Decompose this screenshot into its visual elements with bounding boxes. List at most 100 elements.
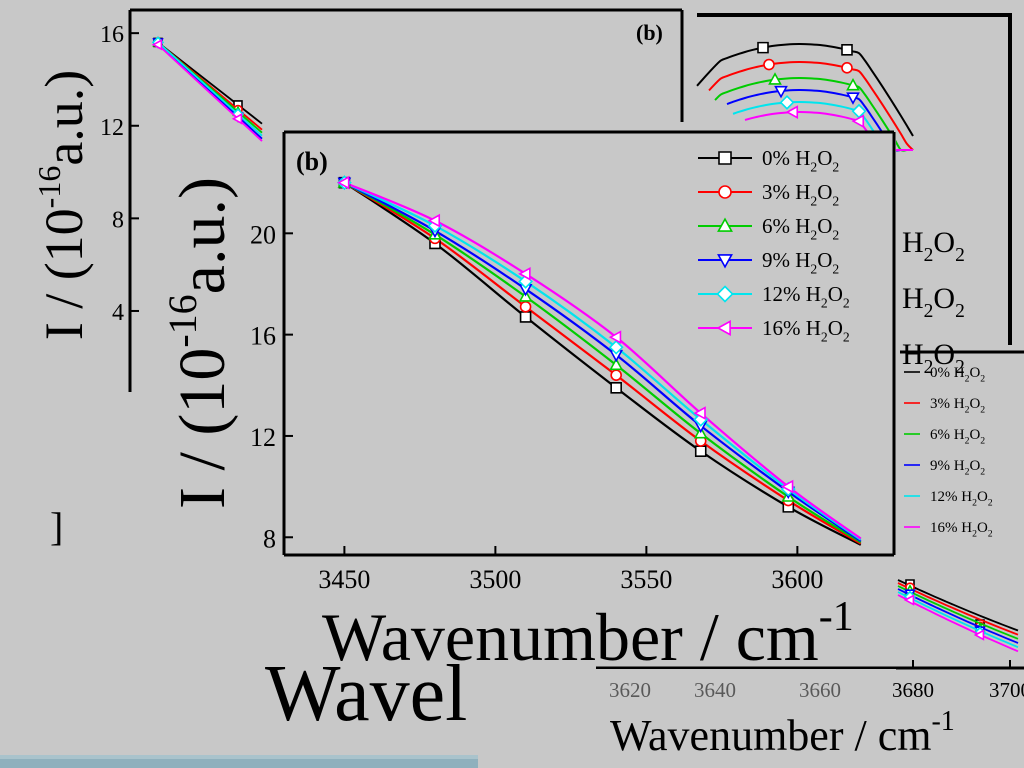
back-right-top-chart: (b) H2O2 H2O2 H2O2 [636,12,1024,378]
back-right-bottom-x-ticks: 3680 3700 3620 3640 3660 [596,660,1024,702]
main-legend-marker [717,217,733,232]
main-legend-marker [716,320,731,336]
back-right-top-data-point [779,95,795,110]
main-xlabel-sup: -1 [819,594,854,640]
back-right-bottom-legend-label: 12% H2O2 [930,489,993,509]
main-y-tick-label: 16 [250,322,276,351]
back-right-bottom-data-point [903,594,915,606]
main-data-point [518,266,531,281]
back-left-data-point [151,38,163,51]
back-right-bottom-xlabel-sup: -1 [931,706,954,737]
main-y-tick-label: 12 [250,423,276,452]
back-right-bottom-data-point [973,629,985,641]
back-left-data-point [231,113,243,125]
main-legend-label: 6% H2O2 [762,214,839,242]
main-data-point [610,382,622,394]
main-y-tick-label: 8 [263,524,276,553]
main-x-tick-label: 3550 [620,565,672,594]
back-right-bottom-legend-label: 6% H2O2 [930,427,985,447]
back-right-bottom-series-line [897,594,1019,653]
main-x-axis-title: Wavenumber / cm-1 [322,594,854,675]
back-right-top-data-point [846,78,860,91]
back-right-top-legend-fragments: H2O2 H2O2 H2O2 [902,226,965,378]
back-right-bottom-xlabel-text: Wavenumber / cm [610,711,931,760]
main-panel-label: (b) [296,147,328,176]
back-right-bottom-legend-label: 9% H2O2 [930,458,985,478]
main-data-point [780,479,794,494]
main-x-tick-label: 3600 [771,565,823,594]
back-right-bottom-x-tick-label: 3700 [989,678,1024,702]
back-right-bottom-series-line [897,585,1019,640]
back-right-top-data-point [846,92,860,105]
main-data-point [519,311,532,323]
back-right-top-data-point [841,44,853,56]
back-right-top-legend-fragment: H2O2 [902,338,965,378]
back-right-top-data-point [785,105,799,119]
back-right-bottom-x-tick-fragment: 3660 [799,678,841,702]
main-data-point [427,213,441,228]
back-right-top-data-point [851,114,865,129]
back-right-top-data-point [774,85,788,99]
main-ylabel-tail: a.u.) [166,177,239,294]
main-data-point [608,330,622,345]
back-right-top-data-point [768,72,782,85]
main-y-axis-title: I / (10-16a.u.) [160,177,239,509]
main-series [336,175,862,546]
back-right-top-legend-fragment: H2O2 [902,226,965,266]
main-legend-marker [718,151,732,165]
back-right-bottom-chart: 0% H2O2 3% H2O2 6% H2O2 9% H2O2 12% H2O2 16% … [596,350,1024,760]
back-right-top-data-point [757,41,769,54]
back-right-bottom-legend: 0% H2O2 3% H2O2 6% H2O2 9% H2O2 12% H2O2 16% … [904,365,993,540]
main-legend-marker [716,285,734,303]
back-left-ylabel-sup: -16 [31,166,67,209]
main-legend-label: 3% H2O2 [762,180,839,208]
back-right-bottom-x-tick-fragment: 3620 [609,678,651,702]
main-legend-label: 9% H2O2 [762,248,839,276]
back-left-y-ticks: 4 8 12 16 [100,22,139,326]
main-chart: 8 12 16 20 3450 3500 3550 3600 0% H2O2 3% H2O2 6… [160,130,896,675]
back-right-top-data-point [763,58,775,71]
back-right-top-bg [684,12,1024,120]
back-right-bottom-curves [897,579,1019,653]
back-left-ylabel-text: I / (10 [34,208,94,340]
back-right-bottom-series-line [897,591,1019,648]
main-ylabel-sup: -16 [160,294,205,347]
main-legend-marker [717,254,733,269]
main-data-point [694,445,707,457]
back-right-bottom-x-tick-label: 3680 [892,678,934,702]
bg-partial-label: Wavel [265,650,467,738]
back-left-series-line [157,44,263,142]
back-right-top-series-line [708,60,914,151]
main-legend-marker [718,185,732,199]
back-right-bottom-legend-label: 0% H2O2 [930,365,985,385]
back-right-top-series-line [696,42,914,137]
main-legend-label: 16% H2O2 [762,316,850,344]
main-xlabel-text: Wavenumber / cm [322,599,819,675]
back-right-bottom-fragment-mask [596,669,896,681]
main-legend-label: 0% H2O2 [762,146,839,174]
back-right-bottom-legend-label: 16% H2O2 [930,520,993,540]
main-legend-label: 12% H2O2 [762,282,850,310]
back-right-bottom-legend-label: 3% H2O2 [930,396,985,416]
bg-bracket-fragment: ] [50,504,63,549]
back-left-ylabel-tail: a.u.) [34,70,94,166]
main-x-tick-label: 3500 [469,565,521,594]
main-data-point [610,369,622,381]
back-right-top-legend-fragment: H2O2 [902,282,965,322]
back-right-bottom-series-line [897,588,1019,644]
main-data-point [609,357,624,371]
main-ylabel-text: I / (10 [166,348,239,509]
back-left-series-lines [151,36,263,142]
back-left-series-line [157,41,263,137]
main-y-ticks: 8 12 16 20 [250,220,293,553]
back-right-bottom-x-axis-title: Wavenumber / cm-1 [610,706,955,760]
main-data-point [693,406,706,421]
back-left-y-tick-label: 4 [112,300,124,326]
back-left-y-axis-title: I / (10-16a.u.) [31,70,94,341]
main-data-point [336,175,350,190]
main-data-point [608,339,624,355]
back-right-bottom-x-tick-fragment: 3640 [694,678,736,702]
back-left-y-tick-label: 12 [100,115,124,141]
